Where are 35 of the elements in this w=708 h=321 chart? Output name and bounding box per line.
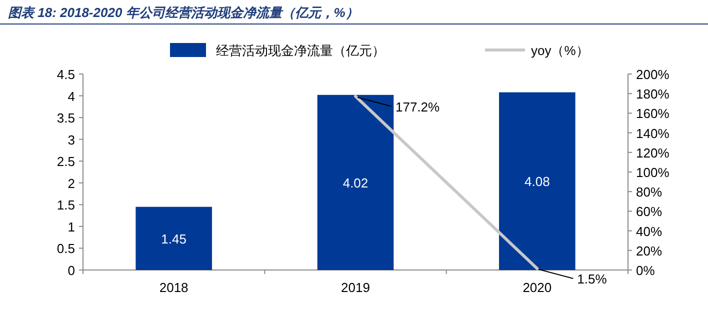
data-label: 177.2%	[396, 99, 440, 114]
x-tick-label: 2019	[341, 280, 370, 295]
y-tick-label: 3	[68, 132, 75, 148]
data-label: 1.45	[161, 231, 186, 246]
y2-tick-label: 120%	[636, 145, 670, 160]
bar	[499, 92, 576, 270]
y-tick-label: 2	[68, 176, 75, 191]
bar	[136, 206, 212, 270]
y-tick-label: 2.5	[56, 154, 75, 170]
y2-tick-label: 80%	[636, 184, 662, 200]
legend-label: 经营活动现金净流量（亿元）	[216, 43, 385, 58]
y-tick-label: 4.5	[56, 67, 75, 82]
y2-tick-label: 140%	[636, 126, 670, 141]
data-label: 1.5%	[577, 272, 608, 287]
bar	[317, 94, 394, 270]
y-tick-label: 0	[68, 263, 75, 278]
y-tick-label: 4	[68, 88, 75, 104]
y2-tick-label: 200%	[636, 67, 670, 82]
y2-tick-label: 180%	[636, 86, 670, 102]
y-tick-label: 0.5	[56, 241, 75, 256]
y2-tick-label: 100%	[636, 165, 670, 180]
y2-tick-label: 0%	[636, 263, 656, 278]
x-tick-label: 2018	[159, 280, 188, 295]
y-tick-label: 3.5	[56, 110, 75, 126]
data-label: 4.08	[524, 174, 550, 190]
legend-label: yoy（%）	[531, 43, 589, 58]
data-label: 4.02	[342, 175, 368, 190]
y2-tick-label: 60%	[636, 204, 662, 220]
chart-title: 图表 18: 2018-2020 年公司经营活动现金净流量（亿元，%）	[8, 5, 358, 20]
y2-tick-label: 160%	[636, 106, 670, 122]
y-tick-label: 1.5	[56, 198, 75, 213]
y-tick-label: 1	[68, 219, 75, 234]
label-leader: 177.2%	[357, 96, 440, 114]
y2-tick-label: 40%	[636, 224, 662, 239]
y2-tick-label: 20%	[636, 243, 662, 258]
